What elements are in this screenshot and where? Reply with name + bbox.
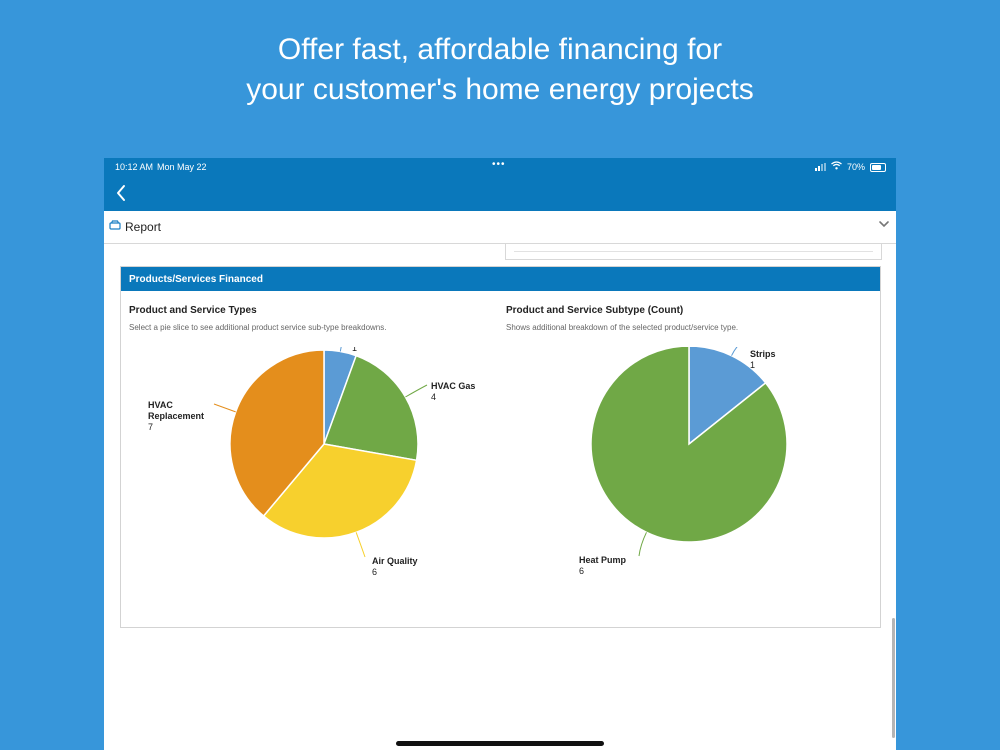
wifi-icon [831, 161, 842, 173]
marketing-headline: Offer fast, affordable financing for you… [0, 30, 1000, 110]
chevron-left-icon [117, 185, 125, 201]
products-services-panel: Products/Services Financed Product and S… [120, 266, 881, 628]
status-bar: 10:12 AM Mon May 22 ••• 70% [104, 158, 896, 176]
pie-value-text: 6 [579, 566, 584, 576]
left-chart-title: Product and Service Types [129, 305, 257, 316]
pie-slice-hvac-replacement[interactable] [229, 349, 325, 518]
left-chart-subtitle: Select a pie slice to see additional pro… [129, 323, 387, 332]
battery-percent: 70% [846, 162, 865, 172]
pie-connector-hvac-replacement [213, 403, 236, 413]
status-time: 10:12 AM [115, 162, 154, 172]
report-selector[interactable]: Report [104, 211, 896, 244]
report-label: Report [125, 220, 162, 234]
pie-slice-air-quality[interactable] [262, 443, 418, 539]
pie-connector-heat-pump [638, 532, 647, 557]
pie-connector-a-c-with-electric-heat-strips [731, 347, 738, 356]
pie-slice-hvac-gas[interactable] [322, 354, 419, 462]
back-button[interactable] [110, 182, 132, 204]
pie-connector-water-heating-replacement [339, 347, 342, 352]
pie-label-a-c-with-electric-heat-strips: A/C withElectric HeatStrips1 [750, 347, 805, 370]
headline-line-1: Offer fast, affordable financing for [277, 33, 723, 66]
chevron-down-icon[interactable] [878, 218, 890, 230]
pie-label-text: Electric Heat [750, 347, 805, 348]
home-indicator[interactable] [396, 741, 604, 746]
status-date: Mon May 22 [157, 162, 207, 172]
pie-label-text: Heat Pump [579, 555, 627, 565]
scroll-indicator[interactable] [892, 618, 895, 738]
battery-icon [870, 162, 886, 172]
status-indicators: 70% [814, 161, 886, 173]
multitasking-dots-icon[interactable]: ••• [492, 159, 506, 170]
pie-label-text: Air Quality [372, 556, 418, 566]
pie-value-text: 6 [372, 567, 377, 577]
tablet-screen: 10:12 AM Mon May 22 ••• 70% Report Produ… [104, 158, 896, 750]
cellular-signal-icon [814, 163, 826, 171]
pie-connector-hvac-gas [405, 384, 428, 398]
navigation-bar [104, 176, 896, 211]
pie-value-text: 7 [148, 422, 153, 432]
pie-label-text: HVAC [148, 400, 173, 410]
pie-value-text: 1 [352, 347, 357, 353]
panel-title: Products/Services Financed [129, 274, 263, 285]
report-icon [109, 220, 121, 230]
pie-slice-a-c-with-electric-heat-strips[interactable] [688, 347, 767, 446]
right-chart-subtitle: Shows additional breakdown of the select… [506, 323, 739, 332]
pie-connector-air-quality [355, 532, 366, 558]
pie-label-text: Strips [750, 349, 776, 359]
panel-header: Products/Services Financed [121, 267, 880, 291]
right-chart-title: Product and Service Subtype (Count) [506, 305, 684, 316]
pie-label-text: Replacement [148, 411, 204, 421]
pie-label-water-heating-replacement: Water HeatingReplacement1 [352, 347, 357, 353]
previous-card-bottom [505, 243, 882, 260]
pie-value-text: 4 [431, 392, 436, 402]
pie-label-text: HVAC Gas [431, 381, 475, 391]
headline-line-2: your customer's home energy projects [246, 73, 754, 106]
pie-value-text: 1 [750, 360, 755, 370]
